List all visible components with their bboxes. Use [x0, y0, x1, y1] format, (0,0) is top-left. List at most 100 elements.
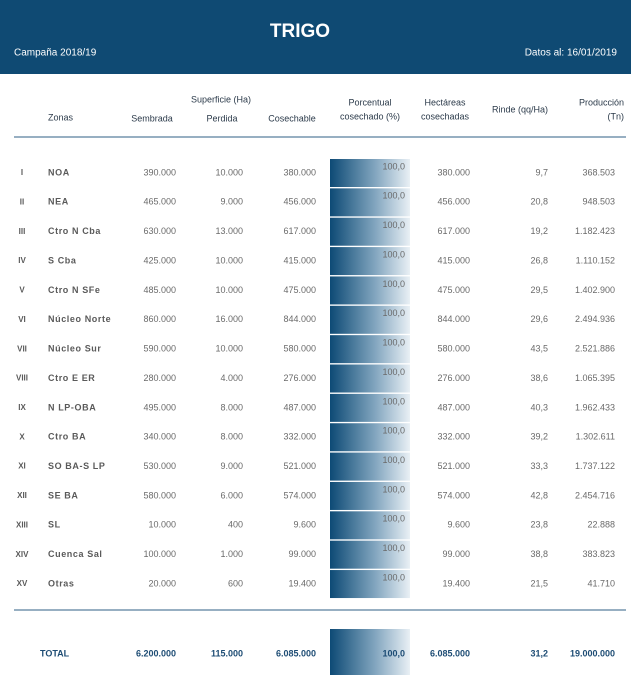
column-header: Producción: [579, 97, 624, 107]
cell: 9.000: [220, 197, 243, 207]
campaign: Campaña 2018/19: [14, 48, 97, 59]
percent-bar: [330, 305, 410, 334]
cell: 29,5: [530, 285, 548, 295]
cell: 19.400: [288, 578, 316, 588]
cell: 380.000: [437, 167, 470, 177]
cell: 340.000: [143, 432, 176, 442]
cell: 415.000: [283, 255, 316, 265]
cell: 1.402.900: [575, 285, 615, 295]
cell: 100,0: [382, 308, 405, 318]
cell: 19.400: [442, 578, 470, 588]
cell: 580.000: [283, 344, 316, 354]
cell: 4.000: [220, 373, 243, 383]
cell: 21,5: [530, 578, 548, 588]
cell: 38,8: [530, 549, 548, 559]
percent-bar: [330, 481, 410, 510]
total-cell: 31,2: [530, 648, 548, 658]
cell: 390.000: [143, 167, 176, 177]
cell: 100.000: [143, 549, 176, 559]
cell: 10.000: [215, 344, 243, 354]
cell: 20,8: [530, 197, 548, 207]
percent-bar: [330, 570, 410, 599]
cell: 2.521.886: [575, 344, 615, 354]
cell: 99.000: [442, 549, 470, 559]
cell: 20.000: [148, 578, 176, 588]
date: Datos al: 16/01/2019: [525, 48, 618, 59]
cell: 100,0: [382, 367, 405, 377]
percent-bar: [330, 452, 410, 481]
percent-bar: [330, 247, 410, 276]
cell: 332.000: [283, 432, 316, 442]
cell: 475.000: [283, 285, 316, 295]
zone-name: Otras: [48, 578, 75, 588]
cell: 100,0: [382, 484, 405, 494]
cell: 574.000: [437, 490, 470, 500]
cell: 40,3: [530, 402, 548, 412]
cell: 29,6: [530, 314, 548, 324]
cell: 100,0: [382, 220, 405, 230]
cell: 100,0: [382, 279, 405, 289]
cell: 465.000: [143, 197, 176, 207]
cell: 380.000: [283, 167, 316, 177]
cell: 100,0: [382, 543, 405, 553]
cell: 41.710: [587, 578, 615, 588]
cell: 276.000: [283, 373, 316, 383]
zone-number: II: [20, 197, 24, 206]
cell: 425.000: [143, 255, 176, 265]
cell: 10.000: [215, 285, 243, 295]
total-cell: 19.000.000: [570, 648, 615, 658]
cell: 530.000: [143, 461, 176, 471]
zone-number: IV: [18, 256, 26, 265]
zone-number: X: [19, 432, 25, 441]
cell: 495.000: [143, 402, 176, 412]
cell: 617.000: [283, 226, 316, 236]
total-label: TOTAL: [40, 648, 70, 658]
zone-name: NOA: [48, 167, 70, 177]
cell: 860.000: [143, 314, 176, 324]
cell: 10.000: [215, 167, 243, 177]
cell: 485.000: [143, 285, 176, 295]
zone-number: I: [21, 168, 23, 177]
cell: 6.000: [220, 490, 243, 500]
zone-number: XIII: [16, 520, 28, 529]
cell: 1.065.395: [575, 373, 615, 383]
percent-bar: [330, 423, 410, 452]
column-header: Zonas: [48, 112, 74, 122]
zone-name: SL: [48, 520, 61, 530]
total-cell: 115.000: [211, 648, 243, 658]
column-header: Cosechable: [268, 113, 316, 123]
cell: 574.000: [283, 490, 316, 500]
cell: 10.000: [215, 255, 243, 265]
cell: 276.000: [437, 373, 470, 383]
cell: 100,0: [382, 249, 405, 259]
cell: 415.000: [437, 255, 470, 265]
percent-bar: [330, 188, 410, 217]
zone-number: VII: [17, 344, 27, 353]
zone-number: XI: [18, 462, 26, 471]
percent-bar: [330, 159, 410, 187]
zone-name: NEA: [48, 197, 69, 207]
cell: 368.503: [582, 167, 615, 177]
cell: 10.000: [148, 520, 176, 530]
cell: 99.000: [288, 549, 316, 559]
cell: 100,0: [382, 161, 405, 171]
cell: 580.000: [143, 490, 176, 500]
cell: 39,2: [530, 432, 548, 442]
cell: 19,2: [530, 226, 548, 236]
cell: 630.000: [143, 226, 176, 236]
cell: 332.000: [437, 432, 470, 442]
cell: 9.000: [220, 461, 243, 471]
cell: 2.454.716: [575, 490, 615, 500]
cell: 33,3: [530, 461, 548, 471]
percent-bar: [330, 540, 410, 569]
percent-bar: [330, 364, 410, 393]
cell: 590.000: [143, 344, 176, 354]
cell: 1.737.122: [575, 461, 615, 471]
zone-name: Ctro E ER: [48, 373, 95, 383]
cell: 456.000: [437, 197, 470, 207]
cell: 844.000: [283, 314, 316, 324]
percent-bar: [330, 335, 410, 364]
column-header: cosechadas: [421, 111, 470, 121]
total-cell: 100,0: [382, 648, 405, 658]
